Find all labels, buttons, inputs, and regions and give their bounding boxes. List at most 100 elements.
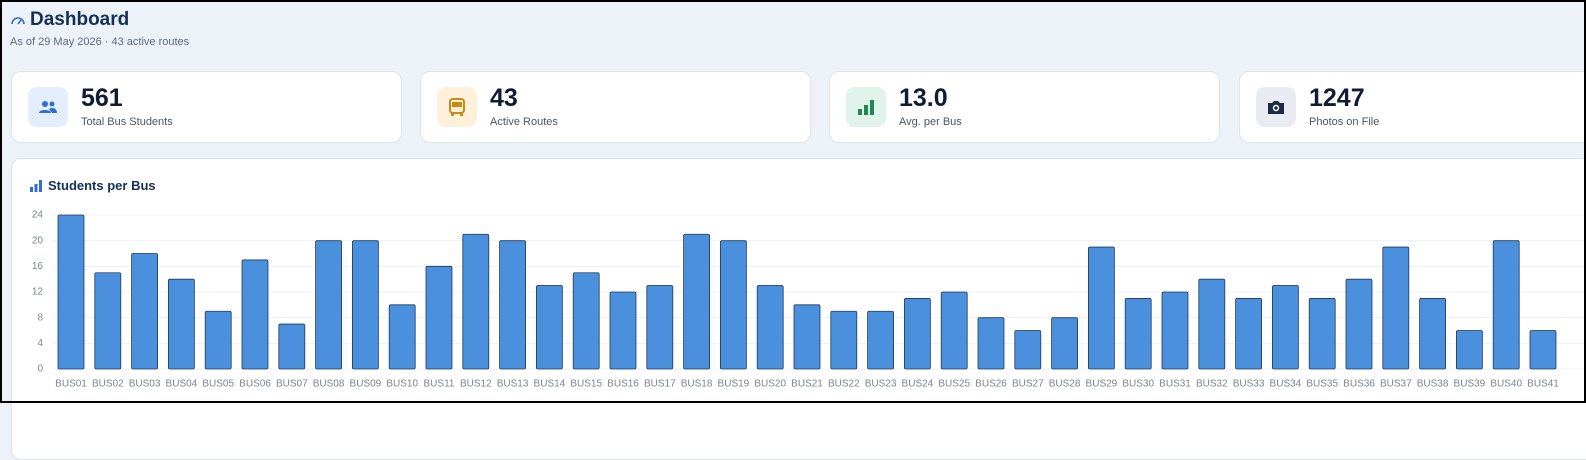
stat-value: 43: [490, 84, 518, 112]
stat-icon: [28, 87, 68, 127]
bar: [756, 285, 784, 370]
x-tick-label: BUS02: [92, 379, 124, 390]
x-tick-label: BUS41: [1527, 379, 1559, 390]
x-tick-label: BUS18: [681, 379, 713, 390]
x-tick-label: BUS07: [276, 379, 308, 390]
bar: [462, 233, 490, 370]
bar: [57, 214, 85, 370]
x-tick-label: BUS37: [1380, 379, 1412, 390]
x-tick-label: BUS34: [1270, 379, 1302, 390]
y-tick-label: 4: [37, 338, 43, 349]
x-tick-label: BUS38: [1417, 379, 1449, 390]
bar: [499, 240, 527, 370]
bar: [1124, 298, 1152, 370]
x-tick-label: BUS24: [902, 379, 934, 390]
bar: [609, 291, 637, 370]
x-tick-label: BUS40: [1490, 379, 1522, 390]
chart: 0 4 8 12 16 20 24 BUS01 BUS02 BUS03 BUS04 BUS05 BUS0…: [32, 210, 1586, 390]
bar: [1198, 278, 1226, 370]
stat-card: 13.0 Avg. per Bus: [829, 71, 1220, 143]
bar: [94, 272, 122, 370]
x-tick-label: BUS25: [938, 379, 970, 390]
chart-icon: [30, 179, 42, 192]
bar: [1272, 285, 1299, 370]
y-tick-label: 0: [37, 364, 43, 375]
bar: [204, 310, 232, 370]
x-tick-label: BUS27: [1012, 379, 1044, 390]
bar: [315, 240, 343, 370]
x-tick-label: BUS29: [1086, 379, 1118, 390]
y-tick-label: 12: [32, 287, 44, 298]
bar: [425, 265, 453, 370]
x-tick-label: BUS04: [166, 379, 198, 390]
stat-icon: [1256, 87, 1296, 127]
x-tick-label: BUS17: [644, 379, 676, 390]
subtitle: As of 29 May 2026 · 43 active routes: [10, 36, 190, 48]
bar: [572, 272, 600, 370]
bar: [904, 298, 931, 370]
y-tick-label: 20: [32, 235, 44, 246]
x-tick-label: BUS16: [607, 379, 639, 390]
bar: [1492, 240, 1520, 370]
bar: [1088, 246, 1115, 370]
bar: [940, 291, 968, 370]
x-tick-label: BUS30: [1122, 379, 1154, 390]
stat-label: Photos on File: [1309, 116, 1380, 128]
stat-label: Total Bus Students: [81, 116, 173, 128]
bar: [131, 253, 159, 370]
x-tick-label: BUS39: [1454, 379, 1486, 390]
x-tick-label: BUS01: [55, 379, 87, 390]
x-tick-label: BUS14: [534, 379, 566, 390]
stat-value: 1247: [1309, 84, 1365, 112]
bar: [683, 233, 710, 370]
bar: [867, 310, 894, 370]
x-tick-label: BUS36: [1343, 379, 1375, 390]
y-tick-label: 24: [32, 210, 44, 221]
x-tick-label: BUS03: [129, 379, 161, 390]
x-tick-label: BUS23: [865, 379, 897, 390]
x-tick-label: BUS06: [239, 379, 271, 390]
chart-title: Students per Bus: [48, 178, 156, 193]
x-tick-label: BUS21: [791, 379, 823, 390]
bar: [278, 323, 306, 370]
stat-card: 43 Active Routes: [420, 71, 811, 143]
x-tick-label: BUS12: [460, 379, 492, 390]
bar: [1014, 330, 1042, 370]
bar: [1529, 330, 1557, 370]
bar: [1161, 291, 1189, 370]
bar: [1419, 298, 1446, 370]
stat-icon: [846, 87, 886, 127]
x-tick-label: BUS28: [1049, 379, 1081, 390]
bar: [1051, 317, 1078, 370]
y-tick-label: 8: [37, 312, 43, 323]
x-tick-label: BUS08: [313, 379, 345, 390]
bar: [646, 285, 674, 370]
stat-card: 561 Total Bus Students: [11, 71, 402, 143]
bar: [1308, 298, 1336, 370]
x-tick-label: BUS15: [570, 379, 602, 390]
stat-label: Avg. per Bus: [899, 116, 962, 128]
x-tick-label: BUS10: [386, 379, 418, 390]
x-tick-label: BUS05: [202, 379, 234, 390]
bar: [351, 240, 379, 370]
bar: [241, 259, 269, 370]
bar: [793, 304, 821, 370]
bar: [1235, 298, 1262, 370]
page-title: Dashboard: [30, 9, 130, 30]
bar: [167, 278, 195, 370]
dashboard-icon: [11, 17, 25, 25]
bar: [388, 304, 416, 370]
bar: [1382, 246, 1410, 370]
x-tick-label: BUS22: [828, 379, 860, 390]
x-tick-label: BUS26: [975, 379, 1007, 390]
bar: [830, 310, 858, 370]
x-tick-label: BUS32: [1196, 379, 1228, 390]
chart-header: Students per Bus: [30, 178, 156, 193]
x-tick-label: BUS19: [718, 379, 750, 390]
bar: [1456, 330, 1483, 370]
bar: [1345, 278, 1373, 370]
y-tick-label: 16: [32, 261, 44, 272]
header: Dashboard: [10, 9, 129, 31]
bar: [720, 240, 747, 370]
